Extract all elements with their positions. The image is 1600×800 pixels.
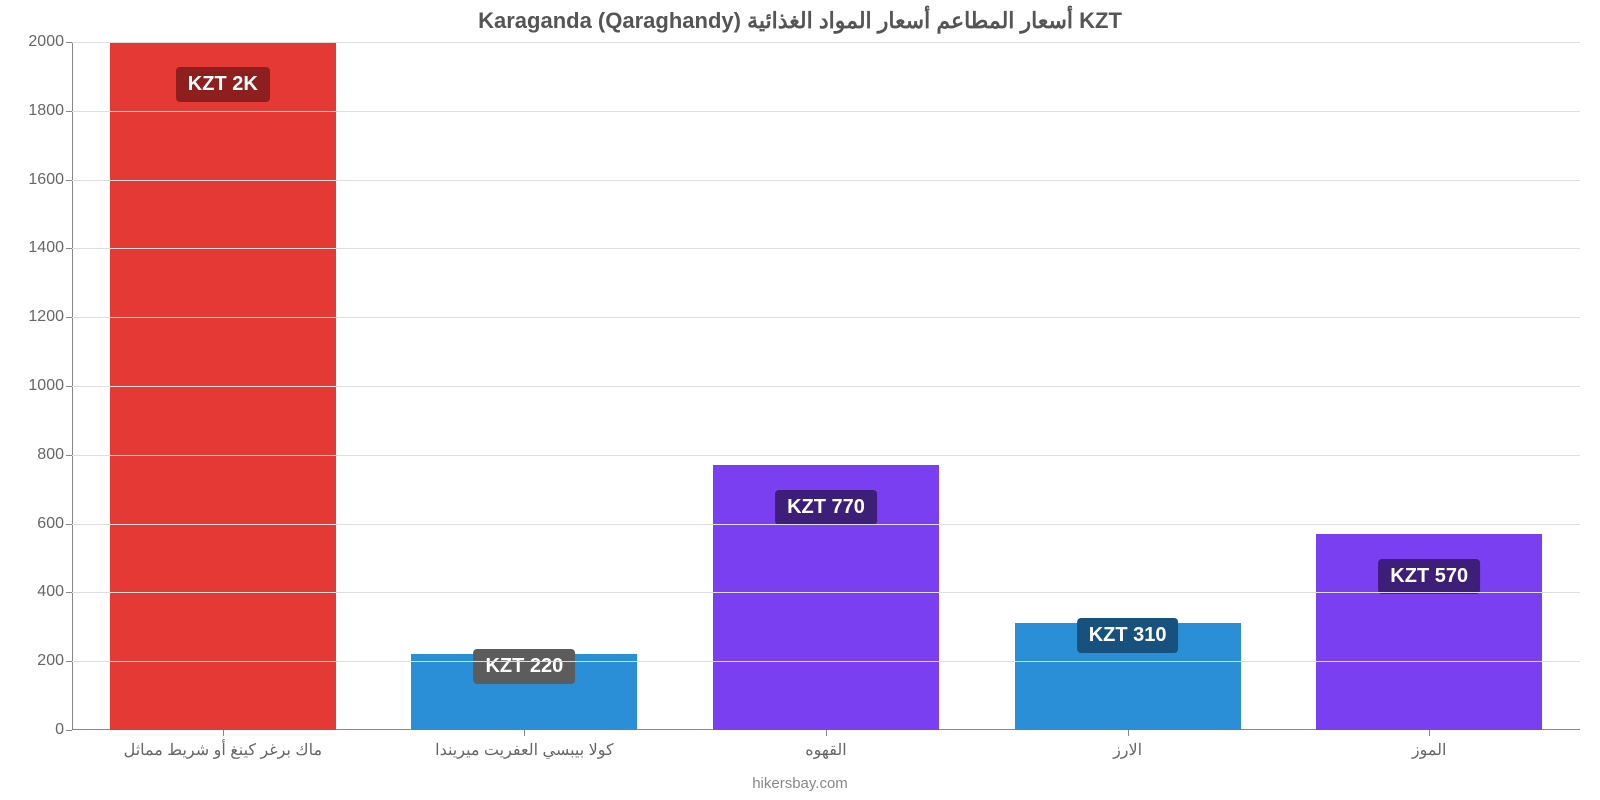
x-tick-label: ماك برغر كينغ أو شريط مماثل	[124, 730, 322, 760]
y-tick-label: 0	[55, 721, 72, 739]
y-tick-label: 1800	[28, 102, 72, 120]
price-bar-chart: Karaganda (Qaraghandy) أسعار المطاعم أسع…	[0, 0, 1600, 800]
grid-line	[72, 524, 1580, 525]
bar-value-label: KZT 310	[1077, 618, 1179, 653]
y-tick-label: 1600	[28, 171, 72, 189]
y-tick-label: 1000	[28, 377, 72, 395]
y-tick-label: 600	[37, 515, 72, 533]
grid-line	[72, 386, 1580, 387]
grid-line	[72, 592, 1580, 593]
bar-value-label: KZT 770	[775, 490, 877, 525]
y-tick-label: 800	[37, 446, 72, 464]
grid-line	[72, 42, 1580, 43]
plot-area: KZT 2KKZT 220KZT 770KZT 310KZT 570 02004…	[72, 42, 1580, 730]
y-tick-label: 2000	[28, 33, 72, 51]
y-tick-label: 1200	[28, 308, 72, 326]
grid-line	[72, 661, 1580, 662]
grid-line	[72, 180, 1580, 181]
chart-title: Karaganda (Qaraghandy) أسعار المطاعم أسع…	[0, 8, 1600, 34]
y-tick-label: 400	[37, 583, 72, 601]
x-tick-label: كولا بيبسي العفريت ميريندا	[435, 730, 614, 760]
x-tick-label: القهوه	[805, 730, 846, 760]
y-tick-label: 200	[37, 652, 72, 670]
x-tick-label: الموز	[1412, 730, 1447, 760]
grid-line	[72, 248, 1580, 249]
bar-value-label: KZT 220	[473, 649, 575, 684]
grid-line	[72, 455, 1580, 456]
chart-footer: hikersbay.com	[0, 775, 1600, 792]
grid-line	[72, 111, 1580, 112]
bar-value-label: KZT 570	[1378, 559, 1480, 594]
bar-value-label: KZT 2K	[176, 67, 270, 102]
grid-line	[72, 317, 1580, 318]
y-tick-label: 1400	[28, 239, 72, 257]
x-tick-label: الارز	[1113, 730, 1142, 760]
